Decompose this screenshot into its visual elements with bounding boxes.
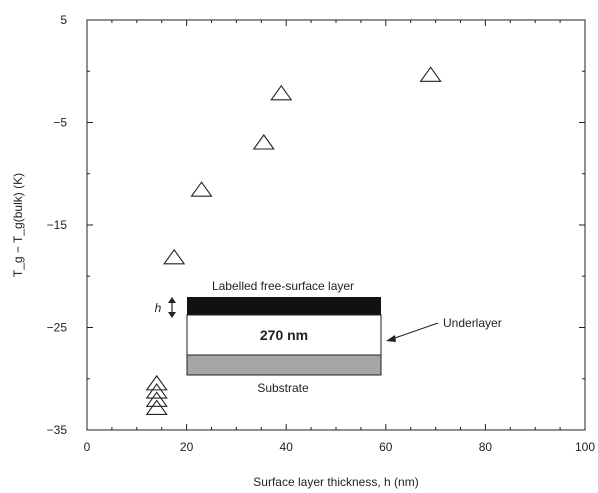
substrate-block — [186, 354, 382, 376]
x-tick-label: 40 — [280, 440, 294, 454]
data-point — [190, 181, 213, 197]
inset-thickness-symbol: h — [155, 301, 162, 315]
data-point — [419, 66, 442, 82]
x-tick-labels: 0 20 40 60 80 100 — [84, 440, 596, 454]
inset-bottom-label: Substrate — [257, 381, 309, 395]
data-point — [270, 84, 293, 101]
thickness-arrow — [168, 297, 176, 318]
y-tick-label: −15 — [47, 218, 68, 232]
y-axis-label: T_g − T_g(bulk) (K) — [11, 173, 25, 277]
underlayer-block — [186, 314, 382, 356]
underlayer-pointer-head — [386, 335, 396, 342]
y-tick-label: −25 — [47, 321, 68, 335]
axis-ticks — [86, 19, 586, 431]
underlayer-pointer — [391, 322, 439, 340]
inset-middle-label: 270 nm — [260, 327, 308, 343]
x-tick-label: 60 — [379, 440, 393, 454]
y-tick-label: −35 — [47, 423, 68, 437]
data-point — [145, 399, 168, 416]
data-point — [145, 383, 168, 399]
data-point — [145, 374, 168, 391]
x-axis-label: Surface layer thickness, h (nm) — [253, 475, 418, 489]
x-tick-label: 100 — [575, 440, 595, 454]
x-tick-label: 80 — [479, 440, 493, 454]
layer-stack-inset: Labelled free-surface layer h 270 nm Sub… — [155, 279, 502, 395]
free-surface-layer — [187, 297, 381, 315]
inset-top-label: Labelled free-surface layer — [212, 279, 354, 293]
data-points — [145, 66, 442, 416]
inset-pointer-label: Underlayer — [443, 316, 502, 330]
data-point — [163, 248, 186, 265]
x-tick-label: 0 — [84, 440, 91, 454]
x-tick-label: 20 — [180, 440, 194, 454]
y-tick-label: −5 — [53, 116, 67, 130]
data-point — [252, 134, 275, 150]
y-tick-labels: 5 −5 −15 −25 −35 — [47, 13, 68, 437]
y-tick-label: 5 — [60, 13, 67, 27]
data-point — [145, 391, 168, 407]
